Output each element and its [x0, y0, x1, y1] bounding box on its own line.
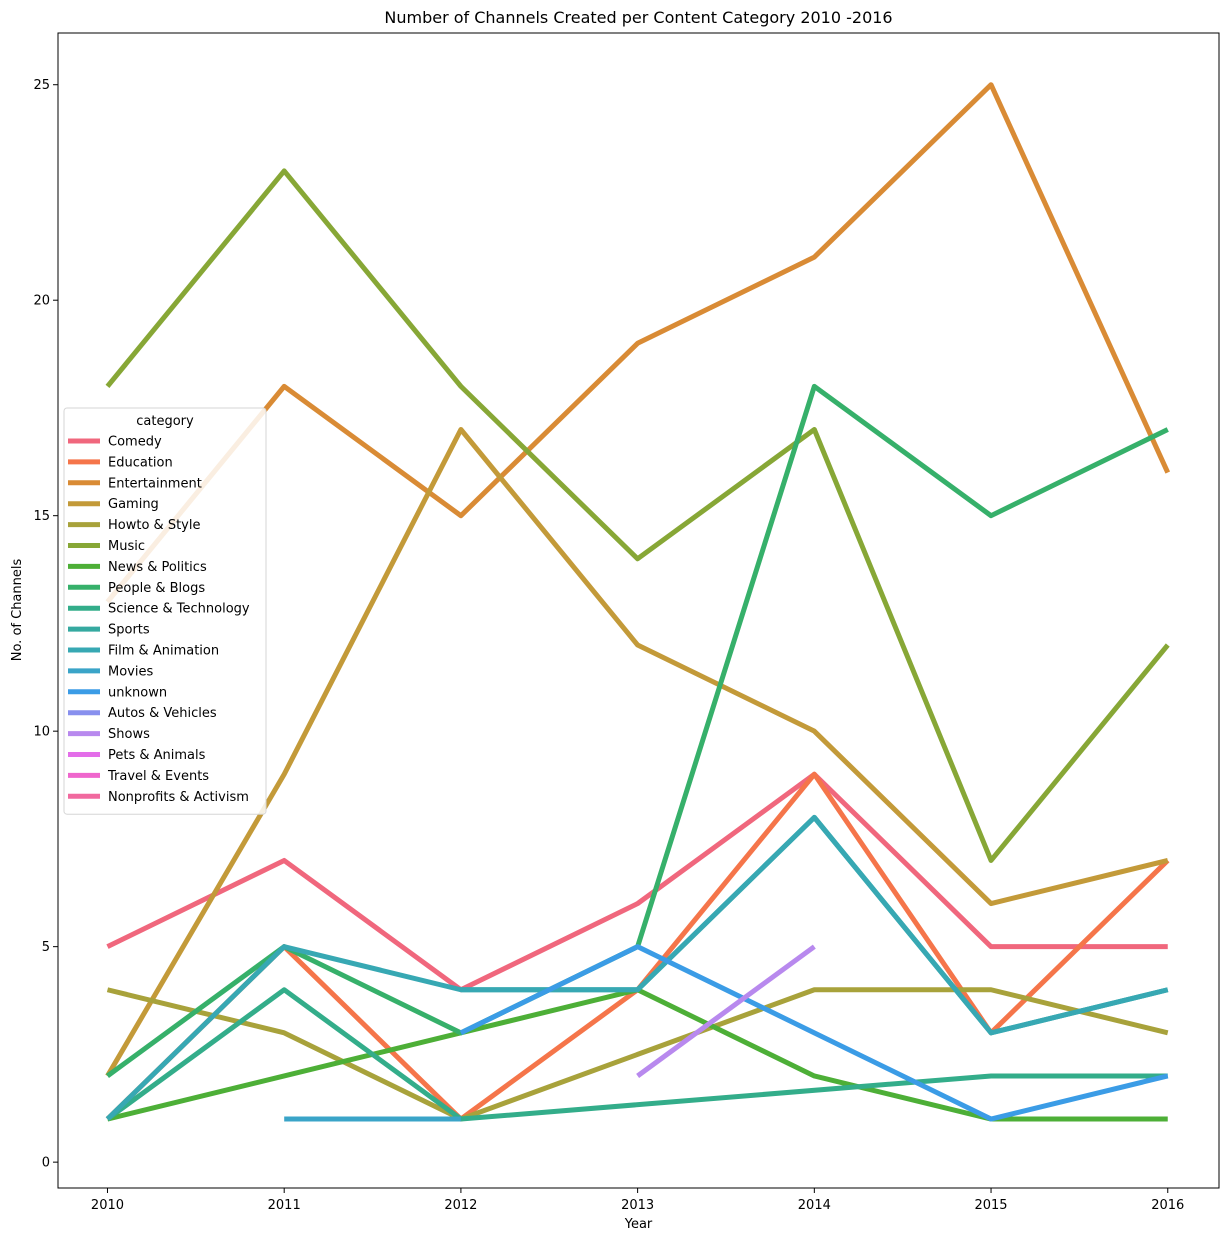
y-tick-label: 20	[33, 294, 50, 309]
x-tick-label: 2013	[621, 1198, 654, 1213]
chart-title: Number of Channels Created per Content C…	[384, 8, 892, 27]
legend-entry: Shows	[108, 727, 150, 742]
x-axis: 2010 2011 2012 2013 2014 2015 2016	[91, 1188, 1184, 1213]
x-tick-label: 2010	[91, 1198, 124, 1213]
legend-entry: Autos & Vehicles	[108, 706, 217, 721]
y-tick-label: 25	[33, 78, 50, 93]
plot-lines	[105, 82, 1171, 1122]
y-axis-label: No. of Channels	[10, 559, 25, 662]
legend-entry: Pets & Animals	[108, 748, 206, 763]
legend-entry: Howto & Style	[108, 518, 200, 533]
series-line-film-animation	[105, 814, 1169, 1121]
legend-entry: Sports	[108, 623, 150, 638]
legend-entry: Entertainment	[108, 476, 202, 491]
series-line-howto-style	[106, 987, 1169, 1122]
x-axis-label: Year	[624, 1217, 653, 1232]
series-line-sports	[460, 814, 1169, 1036]
series-line-gaming	[105, 426, 1169, 1078]
series-line-people-blogs	[106, 383, 1169, 1078]
x-tick-label: 2011	[268, 1198, 301, 1213]
legend-entry: People & Blogs	[108, 581, 205, 596]
series-line-shows	[636, 944, 816, 1078]
legend-entry: Movies	[108, 664, 153, 679]
legend: category Comedy Education Entertainment Gami…	[63, 407, 267, 815]
legend-entry: Film & Animation	[108, 644, 219, 659]
legend-entry: Music	[108, 539, 145, 554]
legend-entry: Education	[108, 455, 173, 470]
x-tick-label: 2016	[1151, 1198, 1184, 1213]
x-tick-label: 2012	[444, 1198, 477, 1213]
plot-frame	[57, 32, 1220, 1189]
legend-title: category	[136, 414, 194, 429]
series-line-music	[105, 168, 1170, 863]
legend-box	[63, 407, 267, 815]
legend-entry: unknown	[108, 685, 167, 700]
legend-entry: Science & Technology	[108, 602, 250, 617]
y-tick-label: 5	[42, 940, 50, 955]
legend-entry: Gaming	[108, 497, 159, 512]
y-tick-label: 0	[42, 1156, 50, 1171]
legend-entry: News & Politics	[108, 560, 207, 575]
legend-entry: Nonprofits & Activism	[108, 790, 249, 805]
y-tick-label: 15	[33, 509, 50, 524]
legend-entry: Travel & Events	[107, 769, 209, 784]
series-line-comedy	[106, 771, 1168, 993]
series-line-unknown	[459, 944, 1169, 1122]
legend-entry: Comedy	[108, 435, 162, 450]
series-line-entertainment	[105, 82, 1171, 604]
y-tick-label: 10	[33, 725, 50, 740]
y-axis: 0 5 10 15 20 25	[33, 78, 58, 1171]
x-tick-label: 2014	[798, 1198, 831, 1213]
x-tick-label: 2015	[974, 1198, 1007, 1213]
